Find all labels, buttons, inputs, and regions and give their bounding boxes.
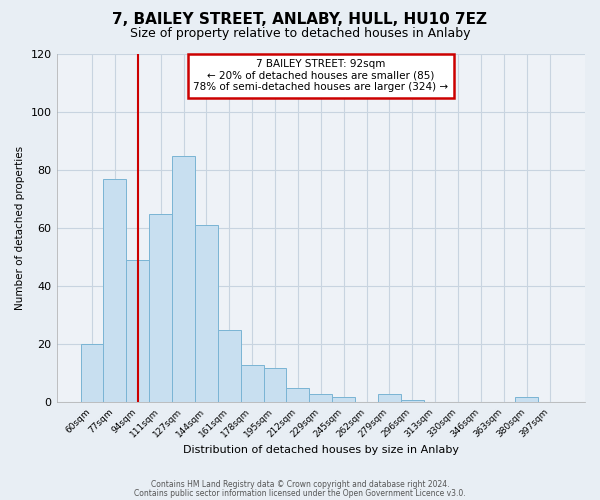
Bar [195, 226, 218, 402]
Y-axis label: Number of detached properties: Number of detached properties [15, 146, 25, 310]
Bar [149, 214, 172, 402]
Bar [241, 364, 263, 403]
Text: 7, BAILEY STREET, ANLABY, HULL, HU10 7EZ: 7, BAILEY STREET, ANLABY, HULL, HU10 7EZ [113, 12, 487, 28]
Bar [218, 330, 241, 402]
Bar [378, 394, 401, 402]
Text: Contains HM Land Registry data © Crown copyright and database right 2024.: Contains HM Land Registry data © Crown c… [151, 480, 449, 489]
Text: Contains public sector information licensed under the Open Government Licence v3: Contains public sector information licen… [134, 488, 466, 498]
Bar [103, 179, 127, 402]
Text: 7 BAILEY STREET: 92sqm
← 20% of detached houses are smaller (85)
78% of semi-det: 7 BAILEY STREET: 92sqm ← 20% of detached… [193, 59, 448, 92]
Bar [332, 396, 355, 402]
Bar [263, 368, 286, 402]
Bar [515, 396, 538, 402]
Bar [127, 260, 149, 402]
X-axis label: Distribution of detached houses by size in Anlaby: Distribution of detached houses by size … [183, 445, 459, 455]
Text: Size of property relative to detached houses in Anlaby: Size of property relative to detached ho… [130, 28, 470, 40]
Bar [310, 394, 332, 402]
Bar [401, 400, 424, 402]
Bar [80, 344, 103, 403]
Bar [172, 156, 195, 402]
Bar [286, 388, 310, 402]
